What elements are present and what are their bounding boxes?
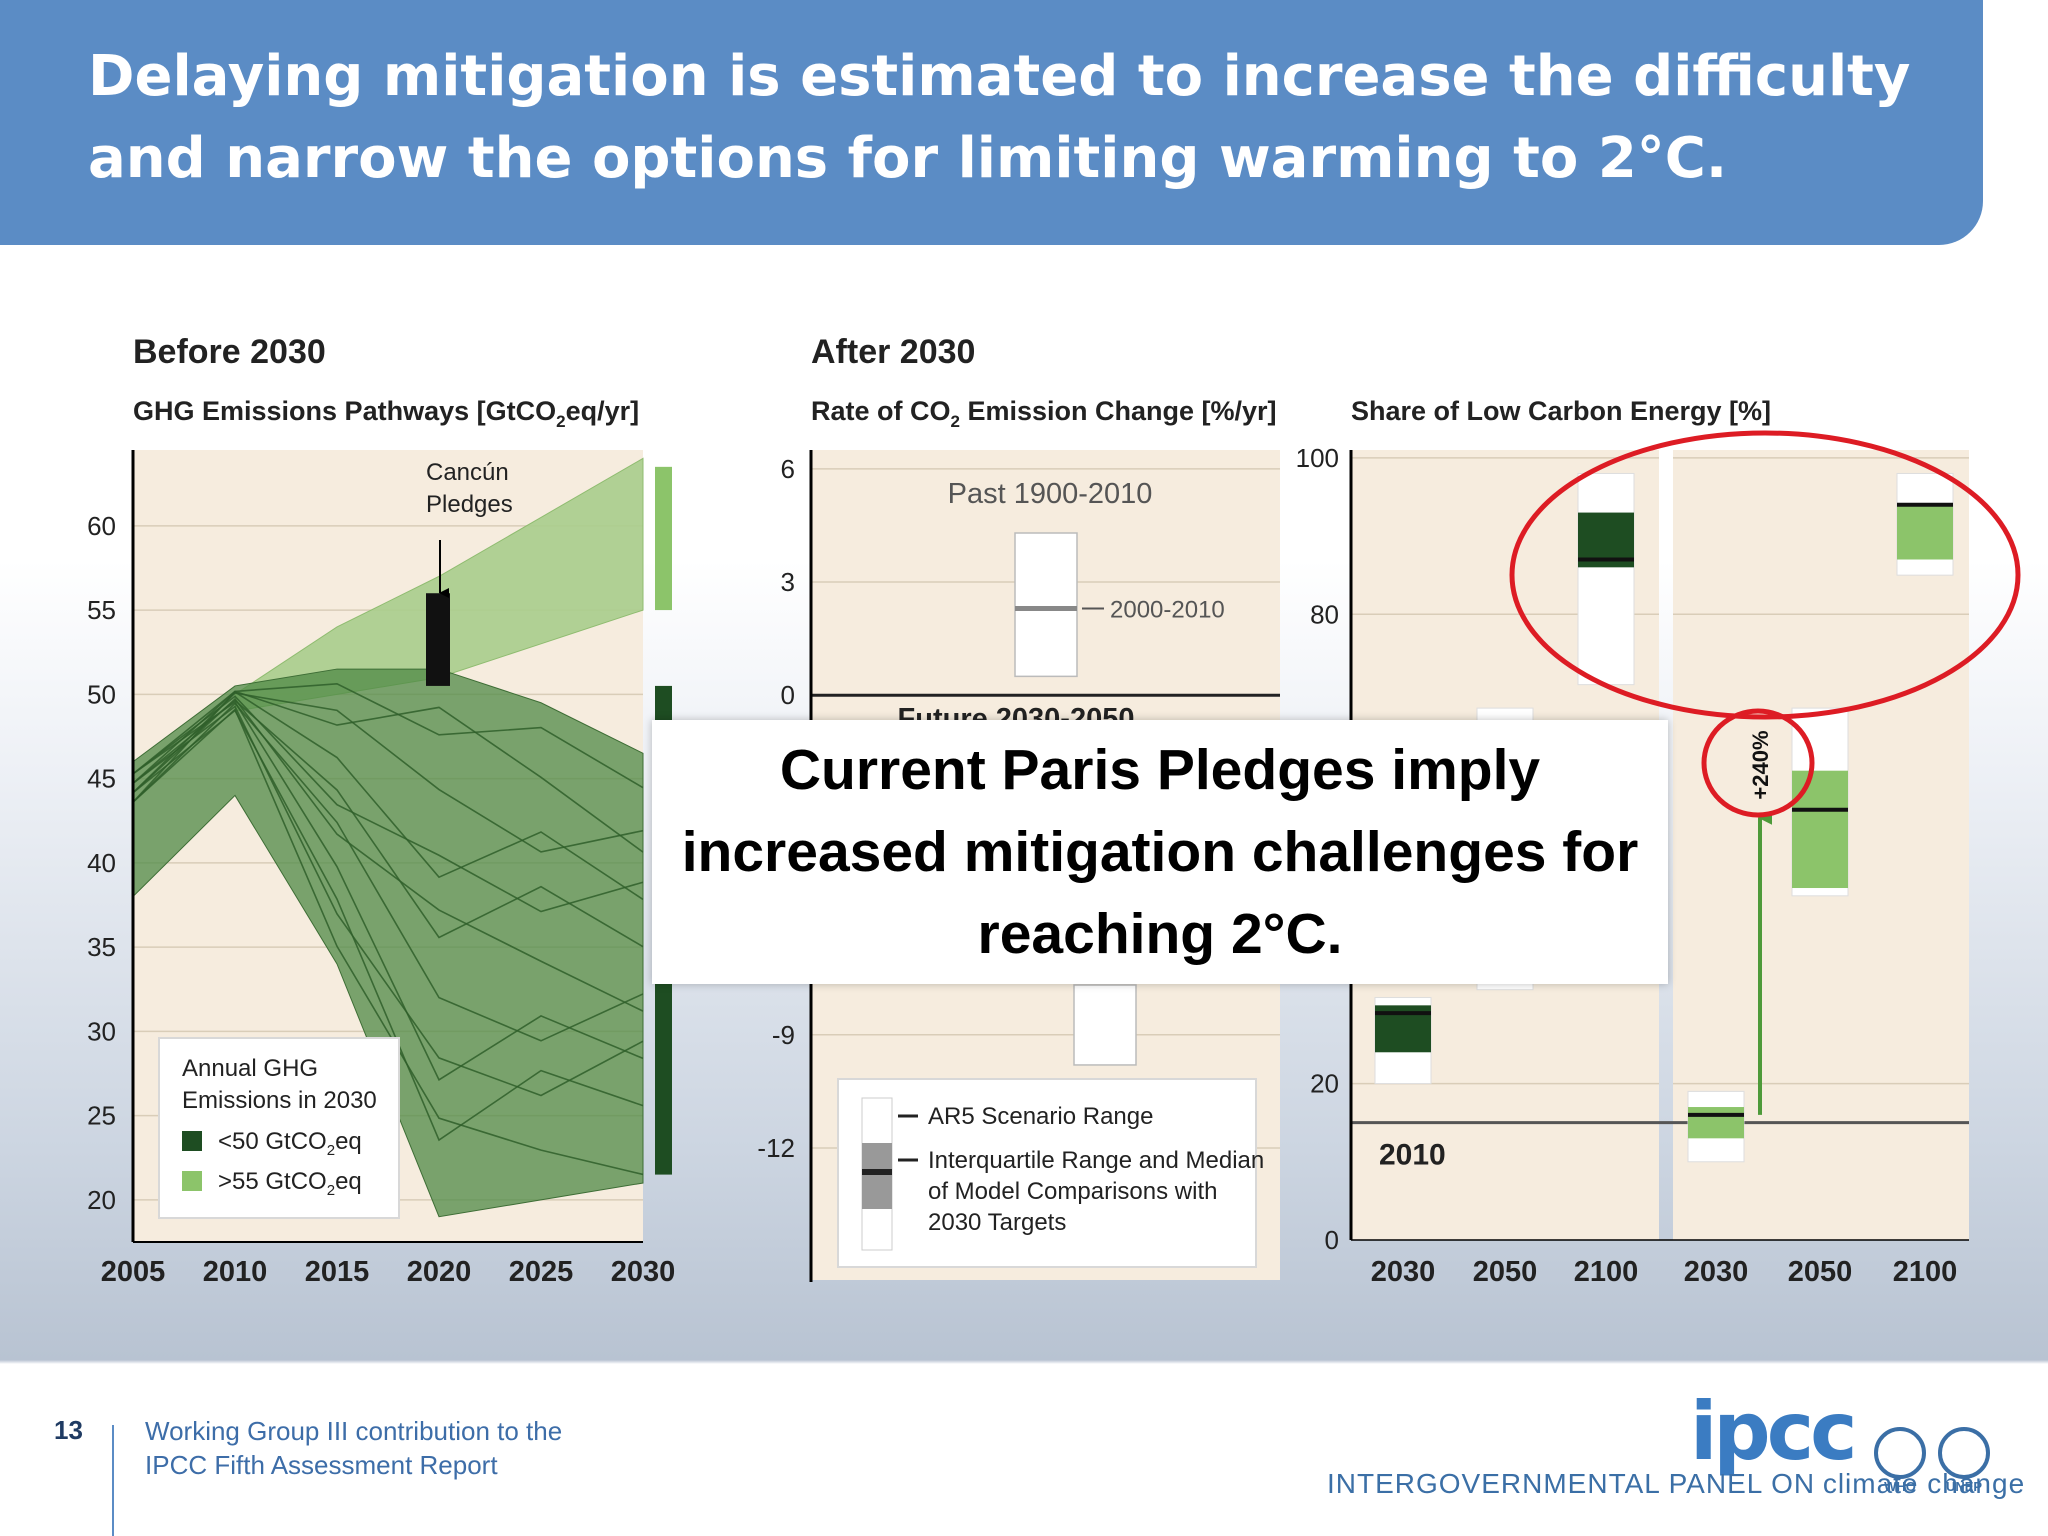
- panel2-title: Rate of CO2 Emission Change [%/yr]: [811, 396, 1277, 431]
- callout-box: Current Paris Pledges imply increased mi…: [652, 720, 1668, 984]
- panel2-section-title: After 2030: [811, 333, 975, 371]
- panel1-legend-title-1: Annual GHG: [182, 1055, 318, 1082]
- legend-iqr-line3: 2030 Targets: [928, 1209, 1066, 1236]
- increase-label: +240%: [1748, 730, 1773, 799]
- legend-swatch-high: [182, 1171, 202, 1191]
- pathway-line: [132, 702, 644, 1042]
- interquartile-bar: [1688, 1107, 1744, 1139]
- y-tick-label: -12: [757, 1133, 795, 1163]
- pathway-lines: [132, 682, 644, 1176]
- highlight-circle-small: [1701, 708, 1815, 818]
- legend-swatch-low: [182, 1131, 202, 1151]
- pathway-line: [132, 690, 644, 853]
- range-bar-high: [655, 466, 672, 611]
- past-range-bar: [1014, 532, 1078, 678]
- y-tick-label: 60: [87, 511, 116, 541]
- ipcc-logo: ipcc: [1690, 1385, 1858, 1478]
- highlight-circle-large: [1509, 430, 2021, 720]
- pathway-line: [132, 709, 644, 1142]
- x-tick-label: 2030: [1371, 1256, 1436, 1288]
- baseline-2010-label: 2010: [1379, 1139, 1446, 1172]
- x-tick-label: 2030: [1684, 1256, 1749, 1288]
- panel1-section-title: Before 2030: [133, 333, 326, 371]
- past-period-label: Past 1900-2010: [948, 478, 1153, 510]
- x-tick-label: 2100: [1893, 1256, 1958, 1288]
- x-tick-label: 2050: [1473, 1256, 1538, 1288]
- title-banner: Delaying mitigation is estimated to incr…: [0, 0, 1983, 245]
- x-tick-label: 2010: [203, 1256, 268, 1288]
- future-range-bar: [1073, 984, 1137, 1066]
- y-tick-label: 35: [87, 932, 116, 962]
- x-tick-label: 2025: [509, 1256, 574, 1288]
- y-tick-label: 20: [87, 1185, 116, 1215]
- cancun-label-line1: Cancún: [426, 459, 509, 486]
- panel1-y-ticks: 60 55 50 45 40 35 30 25 20: [87, 511, 116, 1215]
- panel3-y-ticks: 100 80 20 0: [1296, 443, 1339, 1255]
- scenario-range-bar: [1577, 472, 1635, 686]
- unep-emblem: [1938, 1427, 1990, 1479]
- y-tick-label: 3: [781, 567, 795, 597]
- pathway-line: [132, 682, 644, 789]
- pathway-line: [132, 692, 644, 853]
- ipcc-logo-subtitle: INTERGOVERNMENTAL PANEL ON climate chang…: [1327, 1468, 2025, 1500]
- y-tick-label: 40: [87, 848, 116, 878]
- y-tick-label: 0: [1325, 1225, 1339, 1255]
- y-tick-label: 25: [87, 1101, 116, 1131]
- legend-iqr-line1: Interquartile Range and Median: [928, 1147, 1264, 1174]
- slide-title: Delaying mitigation is estimated to incr…: [88, 44, 1911, 191]
- legend-label-high: >55 GtCO2eq: [218, 1168, 362, 1199]
- panel3-x-ticks: 2030 2050 2100 2030 2050 2100: [1371, 1256, 1958, 1288]
- footer-text-line1: Working Group III contribution to the: [145, 1416, 563, 1446]
- cancun-label-line2: Pledges: [426, 491, 513, 518]
- page-number: 13: [54, 1415, 83, 1445]
- pathway-line: [132, 699, 644, 948]
- y-tick-label: 50: [87, 679, 116, 709]
- callout-text: Current Paris Pledges imply increased mi…: [681, 738, 1639, 966]
- footer-text-line2: IPCC Fifth Assessment Report: [145, 1450, 498, 1480]
- who-label: WHO: [1884, 1479, 1916, 1494]
- x-tick-label: 2030: [611, 1256, 676, 1288]
- panel2-y-ticks: 6 3 0 -9 -12: [757, 454, 795, 1163]
- legend-iqr-line2: of Model Comparisons with: [928, 1178, 1217, 1205]
- ipcc-subtitle-main: climate change: [1822, 1468, 2026, 1499]
- panel1-legend-title-2: Emissions in 2030: [182, 1087, 377, 1114]
- legend-ar5-range: AR5 Scenario Range: [928, 1103, 1153, 1130]
- x-tick-label: 2005: [101, 1256, 166, 1288]
- y-tick-label: 6: [781, 454, 795, 484]
- interquartile-bar: [1897, 504, 1953, 560]
- legend-label-low: <50 GtCO2eq: [218, 1128, 362, 1159]
- emissions-band-low: [132, 668, 644, 1218]
- who-emblem: [1874, 1427, 1926, 1479]
- panel3-title: Share of Low Carbon Energy [%]: [1351, 396, 1771, 426]
- ipcc-subtitle-prefix: INTERGOVERNMENTAL PANEL ON: [1327, 1468, 1816, 1499]
- x-tick-label: 2050: [1788, 1256, 1853, 1288]
- interquartile-bar: [1792, 770, 1848, 889]
- x-tick-label: 2100: [1574, 1256, 1639, 1288]
- panel1-title: GHG Emissions Pathways [GtCO2eq/yr]: [133, 396, 639, 431]
- y-tick-label: 30: [87, 1016, 116, 1046]
- y-tick-label: 45: [87, 764, 116, 794]
- y-tick-label: 100: [1296, 443, 1339, 473]
- unep-label: UNEP: [1946, 1479, 1982, 1494]
- x-tick-label: 2015: [305, 1256, 370, 1288]
- panel2-legend-box: [837, 1078, 1257, 1268]
- y-tick-label: 20: [1310, 1069, 1339, 1099]
- panel1-x-ticks: 2005 2010 2015 2020 2025 2030: [101, 1256, 676, 1288]
- y-tick-label: -9: [772, 1020, 795, 1050]
- legend-iqr-swatch: [862, 1143, 892, 1209]
- x-tick-label: 2020: [407, 1256, 472, 1288]
- y-tick-label: 0: [781, 680, 795, 710]
- y-tick-label: 55: [87, 595, 116, 625]
- cancun-pledge-bar: [426, 593, 450, 686]
- y-tick-label: 80: [1310, 599, 1339, 629]
- past-2000-2010-label: 2000-2010: [1110, 596, 1225, 623]
- footer-divider: [112, 1425, 114, 1536]
